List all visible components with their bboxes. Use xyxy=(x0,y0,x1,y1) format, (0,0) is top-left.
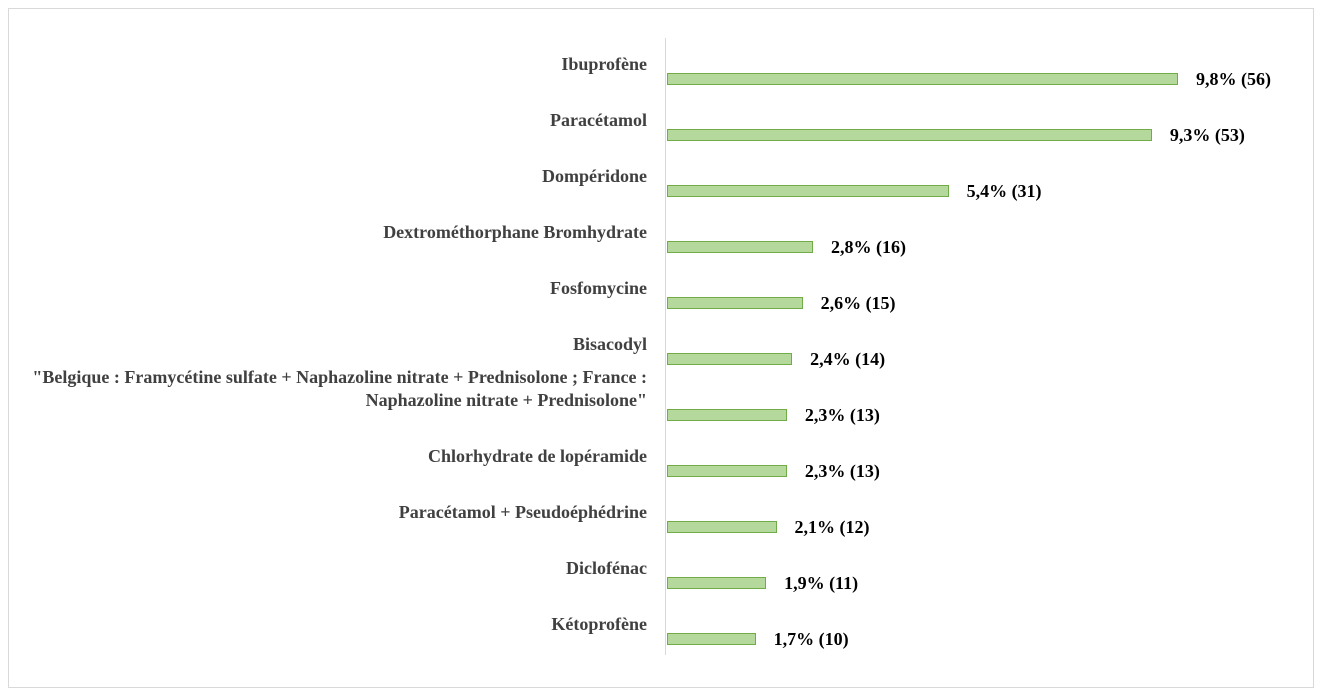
value-label: 9,3% (53) xyxy=(1170,124,1245,147)
value-label: 2,1% (12) xyxy=(795,516,870,539)
bar xyxy=(667,129,1152,141)
value-label: 2,6% (15) xyxy=(821,292,896,315)
category-label: Chlorhydrate de lopéramide xyxy=(0,445,647,468)
category-label: Dextrométhorphane Bromhydrate xyxy=(0,221,647,244)
bar xyxy=(667,633,756,645)
bar xyxy=(667,577,766,589)
value-label: 2,3% (13) xyxy=(805,404,880,427)
bar xyxy=(667,465,787,477)
bar xyxy=(667,521,777,533)
value-label: 2,8% (16) xyxy=(831,236,906,259)
category-axis xyxy=(665,38,666,655)
category-label: Paracétamol xyxy=(0,109,647,132)
bar xyxy=(667,297,803,309)
bar xyxy=(667,353,792,365)
category-label: "Belgique : Framycétine sulfate + Naphaz… xyxy=(0,366,647,412)
category-label: Paracétamol + Pseudoéphédrine xyxy=(0,501,647,524)
bar xyxy=(667,241,813,253)
value-label: 2,4% (14) xyxy=(810,348,885,371)
category-label: Kétoprofène xyxy=(0,613,647,636)
category-label: Dompéridone xyxy=(0,165,647,188)
value-label: 2,3% (13) xyxy=(805,460,880,483)
category-label: Fosfomycine xyxy=(0,277,647,300)
value-label: 1,7% (10) xyxy=(774,628,849,651)
category-label: Diclofénac xyxy=(0,557,647,580)
value-label: 1,9% (11) xyxy=(784,572,858,595)
category-label: Ibuprofène xyxy=(0,53,647,76)
value-label: 5,4% (31) xyxy=(967,180,1042,203)
bar xyxy=(667,409,787,421)
category-label: Bisacodyl xyxy=(0,333,647,356)
bar xyxy=(667,73,1178,85)
bar xyxy=(667,185,949,197)
value-label: 9,8% (56) xyxy=(1196,68,1271,91)
